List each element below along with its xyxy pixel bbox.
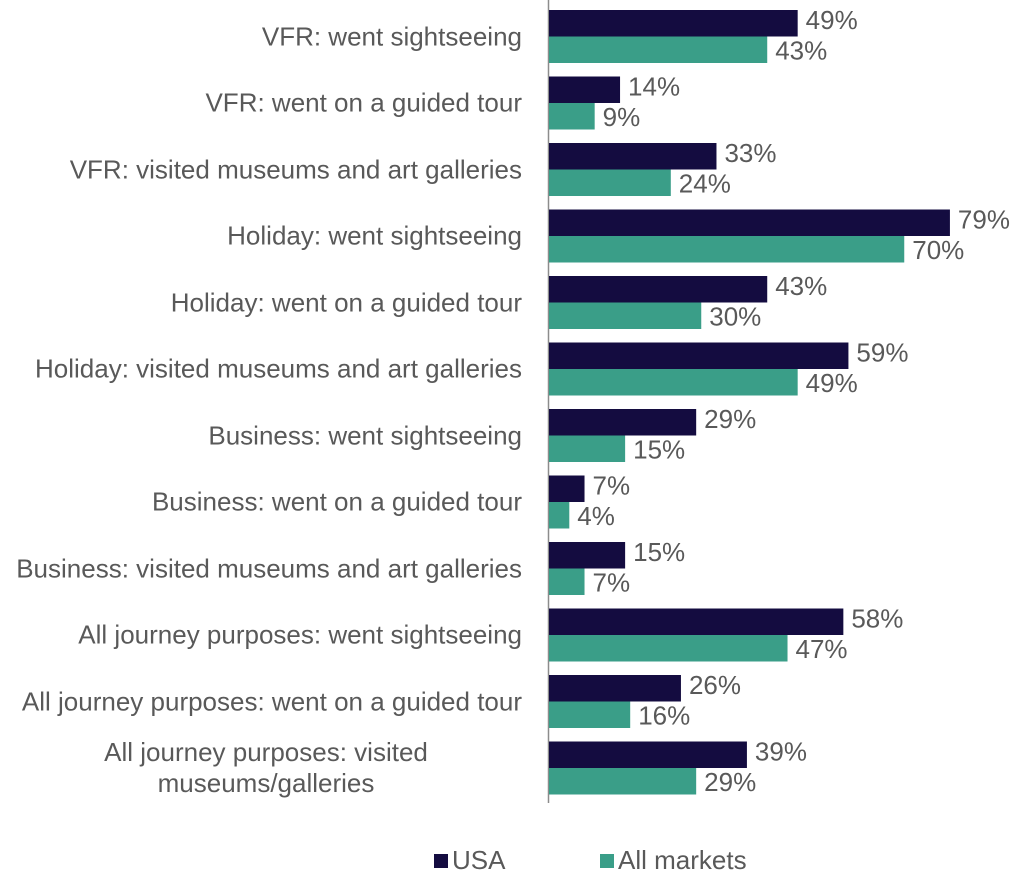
category-label: VFR: went sightseeing [261, 21, 522, 51]
value-label: 70% [912, 235, 964, 265]
bar [549, 169, 671, 196]
bar [549, 768, 697, 795]
category-label: VFR: went on a guided tour [205, 87, 522, 118]
category-label: VFR: visited museums and art galleries [69, 154, 522, 184]
bar [549, 276, 768, 303]
value-label: 15% [633, 537, 685, 567]
bar [549, 502, 570, 529]
value-label: 30% [709, 302, 761, 332]
value-label: 49% [806, 5, 858, 35]
value-label: 26% [689, 670, 741, 700]
value-label: 58% [851, 604, 903, 634]
bar [549, 435, 626, 462]
category-label: All journey purposes: went on a guided t… [21, 686, 522, 716]
legend-swatch [434, 854, 448, 868]
value-label: 4% [577, 501, 615, 531]
value-label: 49% [806, 368, 858, 398]
bar [549, 76, 621, 103]
category-label: All journey purposes: went sightseeing [78, 619, 522, 650]
value-label: 43% [775, 36, 827, 66]
legend-label: USA [452, 845, 506, 873]
value-label: 47% [796, 634, 848, 664]
value-label: 7% [593, 568, 631, 598]
value-label: 79% [958, 205, 1010, 235]
value-label: 9% [603, 102, 641, 132]
category-label: Business: went on a guided tour [151, 486, 522, 517]
bar [549, 701, 631, 728]
value-label: 33% [724, 138, 776, 168]
value-label: 29% [704, 404, 756, 434]
bar [549, 635, 788, 662]
value-label: 15% [633, 435, 685, 465]
bar [549, 10, 798, 37]
value-label: 14% [628, 72, 680, 102]
bar [549, 475, 585, 502]
bar [549, 342, 849, 369]
category-label: All journey purposes: visited museums/ga… [104, 737, 428, 798]
category-label: Business: went sightseeing [208, 420, 522, 450]
category-label: Holiday: went sightseeing [227, 220, 522, 251]
bar [549, 236, 905, 263]
value-label: 7% [593, 471, 631, 501]
bar [549, 675, 681, 702]
value-label: 16% [638, 701, 690, 731]
bar [549, 36, 768, 63]
bar [549, 568, 585, 595]
legend-label: All markets [618, 845, 747, 873]
bar [549, 369, 798, 396]
category-label: Holiday: visited museums and art galleri… [35, 353, 522, 384]
value-label: 43% [775, 271, 827, 301]
bar [549, 409, 697, 436]
legend-swatch [600, 854, 614, 868]
value-label: 59% [856, 338, 908, 368]
bar [549, 103, 595, 130]
value-label: 29% [704, 767, 756, 797]
bar [549, 302, 702, 329]
value-label: 24% [679, 169, 731, 199]
bar [549, 741, 747, 768]
category-label: Business: visited museums and art galler… [16, 553, 522, 583]
bar [549, 608, 844, 635]
bar [549, 542, 626, 569]
category-label: Holiday: went on a guided tour [170, 287, 522, 317]
value-label: 39% [755, 737, 807, 767]
bar [549, 143, 717, 170]
bar [549, 209, 950, 236]
